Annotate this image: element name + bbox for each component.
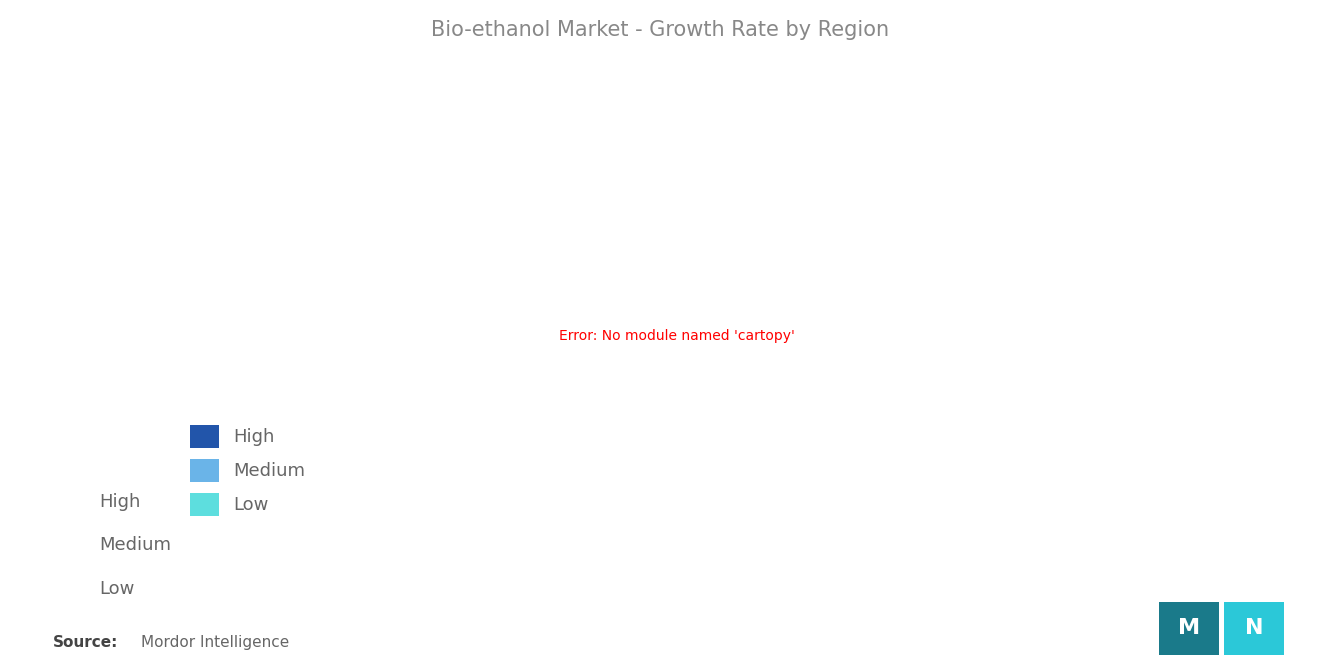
Text: N: N: [1245, 618, 1263, 638]
Legend: High, Medium, Low: High, Medium, Low: [185, 419, 310, 521]
Text: High: High: [99, 493, 140, 511]
Text: Source:: Source:: [53, 635, 119, 650]
Bar: [1159, 602, 1220, 655]
Bar: [1224, 602, 1284, 655]
Text: Error: No module named 'cartopy': Error: No module named 'cartopy': [558, 329, 795, 343]
Text: M: M: [1177, 618, 1200, 638]
Text: Medium: Medium: [99, 536, 172, 555]
Text: Bio-ethanol Market - Growth Rate by Region: Bio-ethanol Market - Growth Rate by Regi…: [430, 20, 890, 40]
Text: Low: Low: [99, 579, 135, 598]
Text: Mordor Intelligence: Mordor Intelligence: [141, 635, 289, 650]
